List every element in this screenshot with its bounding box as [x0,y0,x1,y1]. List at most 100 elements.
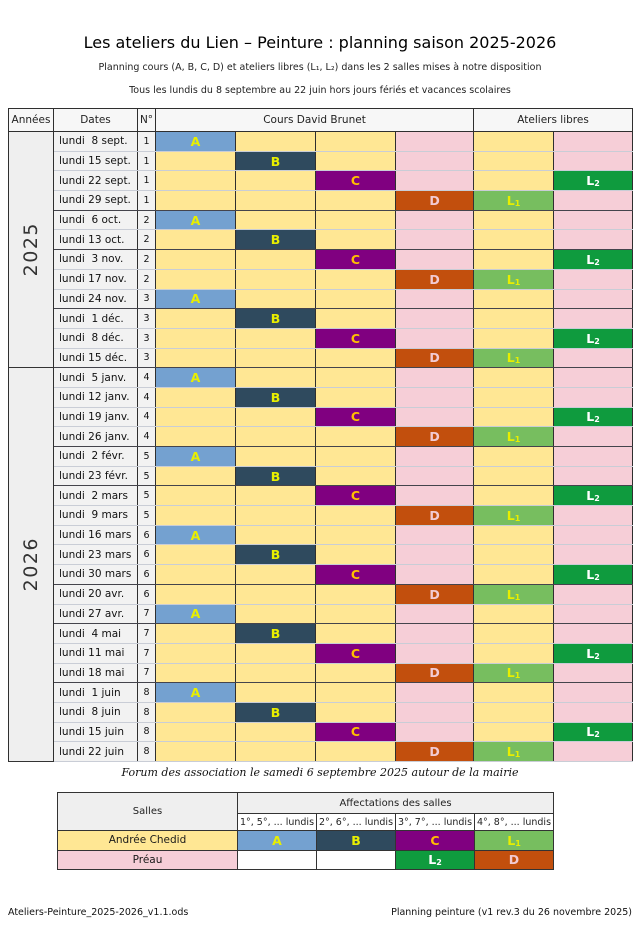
slot-cell-b: B [235,544,316,566]
slot-cell-c [315,623,396,644]
planning-row: lundi 22 sept. 1 C L2 [9,170,634,192]
slot-cell-c [315,308,396,329]
slot-cell-d [394,544,475,566]
slot-cell-b [235,406,316,428]
session-number-cell: 4 [137,386,156,408]
slot-cell-b [235,209,316,231]
planning-row: 2026 lundi 5 janv. 4 A [8,367,634,762]
slot-cell-l1 [473,603,555,625]
legend-empty-cell [237,849,317,870]
slot-cell-d [394,367,475,388]
planning-row: lundi 2 mars 5 C L2 [9,485,634,507]
slot-cell-l2 [553,386,634,408]
slot-cell-l2 [553,190,634,211]
slot-cell-d [394,209,475,231]
slot-cell-a: A [155,682,236,703]
slot-cell-l1: L1 [473,741,555,762]
legend-slot-cell-b: B [316,830,396,851]
slot-cell-d [394,288,475,310]
slot-cell-c [315,386,396,408]
slot-cell-l1 [473,544,555,566]
slot-cell-l1 [473,209,555,231]
slot-cell-b [235,170,316,192]
slot-cell-l1 [473,367,555,388]
slot-cell-c [315,603,396,625]
header-num: N° [137,108,156,132]
session-number-cell: 6 [137,583,156,605]
slot-cell-d [394,564,475,585]
page-title: Les ateliers du Lien – Peinture : planni… [83,33,557,52]
slot-cell-l1 [473,150,555,172]
slot-cell-a [155,190,236,211]
slot-cell-l2 [553,544,634,566]
session-number-cell: 1 [137,190,156,211]
slot-cell-d [394,170,475,192]
slot-cell-l2: L2 [553,327,634,349]
slot-cell-a: A [155,603,236,625]
slot-cell-l2 [553,229,634,251]
slot-cell-l1 [473,564,555,585]
planning-row: lundi 13 oct. 2 B [9,229,634,251]
legend-subheader-1: 1°, 5°, ... lundis [237,813,317,831]
slot-cell-d [394,249,475,270]
slot-cell-a [155,268,236,290]
slot-cell-c: C [315,170,396,192]
slot-cell-l2 [553,465,634,487]
slot-cell-b [235,426,316,447]
session-number-cell: 2 [137,249,156,270]
slot-cell-d [394,485,475,507]
session-number-cell: 8 [137,682,156,703]
room-assignment-table: Salles Affectations des salles 1°, 5°, .… [57,792,554,870]
slot-cell-c [315,288,396,310]
legend-subheader-2: 2°, 6°, ... lundis [316,813,396,831]
planning-row: lundi 17 nov. 2 D L1 [9,268,634,290]
date-cell: lundi 13 oct. [53,229,138,251]
legend-body: Andrée Chedid A B C L1 Préau L2 D [57,830,554,870]
slot-cell-d [394,701,475,723]
slot-cell-l2: L2 [553,249,634,270]
slot-cell-b [235,485,316,507]
slot-cell-b: B [235,386,316,408]
slot-cell-l1: L1 [473,268,555,290]
slot-cell-l1 [473,446,555,467]
slot-cell-d: D [394,268,475,290]
session-number-cell: 6 [137,564,156,585]
slot-cell-l1: L1 [473,662,555,684]
slot-cell-l2 [553,347,634,369]
slot-cell-a [155,406,236,428]
slot-cell-l2 [553,426,634,447]
date-cell: lundi 6 oct. [53,209,138,231]
session-number-cell: 8 [137,701,156,723]
slot-cell-d [394,642,475,664]
session-number-cell: 3 [137,308,156,329]
slot-cell-l1 [473,485,555,507]
date-cell: lundi 11 mai [53,642,138,664]
slot-cell-l2 [553,682,634,703]
legend-slot-cell-l2: L2 [395,849,475,870]
date-cell: lundi 29 sept. [53,190,138,211]
date-cell: lundi 15 sept. [53,150,138,172]
date-cell: lundi 15 juin [53,721,138,743]
date-cell: lundi 26 janv. [53,426,138,447]
planning-row: lundi 19 janv. 4 C L2 [9,406,634,428]
legend-row: Andrée Chedid A B C L1 [57,830,554,851]
year-cell: 2026 [8,367,54,762]
slot-cell-b [235,288,316,310]
slot-cell-l1 [473,308,555,329]
session-number-cell: 7 [137,623,156,644]
planning-row: 2025 lundi 8 sept. 1 A [8,130,634,369]
slot-cell-b [235,583,316,605]
slot-cell-b [235,741,316,762]
session-number-cell: 2 [137,229,156,251]
slot-cell-l1: L1 [473,505,555,526]
slot-cell-b: B [235,465,316,487]
planning-row: lundi 1 juin 8 A [9,682,634,703]
slot-cell-l1 [473,623,555,644]
slot-cell-b [235,268,316,290]
planning-row: lundi 23 mars 6 B [9,544,634,566]
slot-cell-c [315,446,396,467]
date-cell: lundi 9 mars [53,505,138,526]
slot-cell-l1: L1 [473,583,555,605]
planning-row: lundi 6 oct. 2 A [9,209,634,231]
